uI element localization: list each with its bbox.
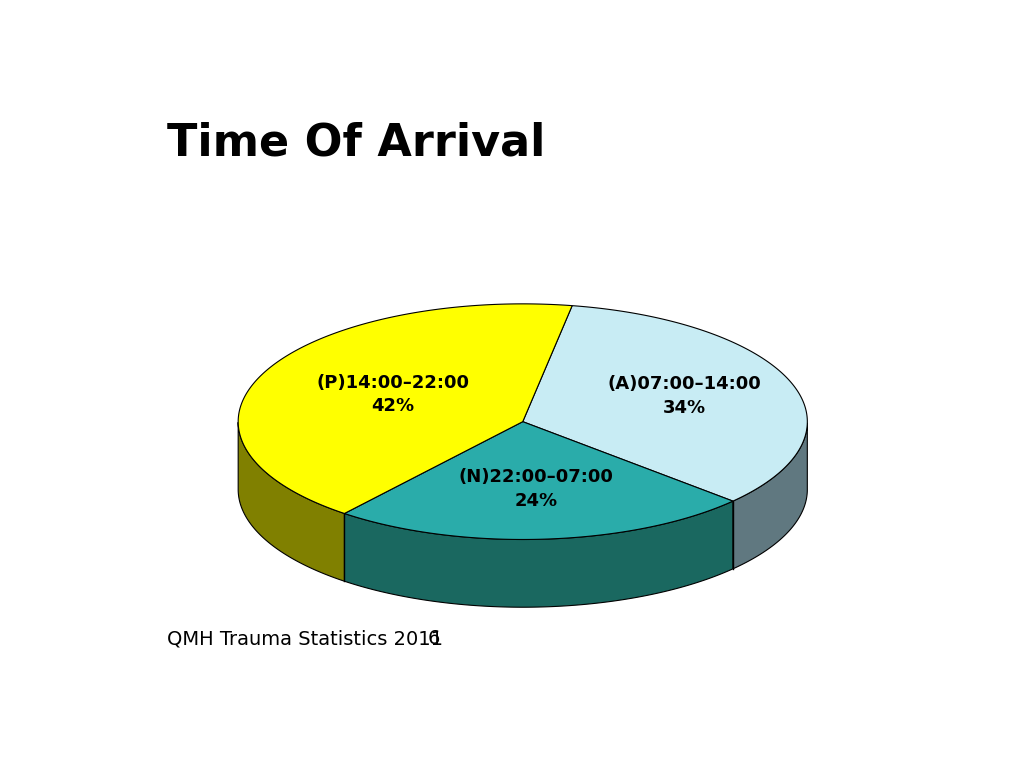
Polygon shape [344, 501, 733, 607]
Polygon shape [344, 422, 733, 539]
Text: (A)07:00–14:00: (A)07:00–14:00 [607, 375, 760, 393]
Polygon shape [733, 423, 806, 569]
Text: QMH Trauma Statistics 2011: QMH Trauma Statistics 2011 [167, 630, 442, 649]
Polygon shape [238, 304, 572, 513]
Text: Time Of Arrival: Time Of Arrival [167, 121, 545, 164]
Text: 24%: 24% [514, 492, 556, 510]
Text: 6: 6 [428, 630, 440, 649]
Text: 34%: 34% [662, 399, 705, 417]
Text: 42%: 42% [371, 397, 415, 415]
Text: (N)22:00–07:00: (N)22:00–07:00 [458, 468, 612, 487]
Polygon shape [522, 306, 806, 501]
Polygon shape [238, 422, 344, 581]
Text: (P)14:00–22:00: (P)14:00–22:00 [316, 373, 469, 392]
